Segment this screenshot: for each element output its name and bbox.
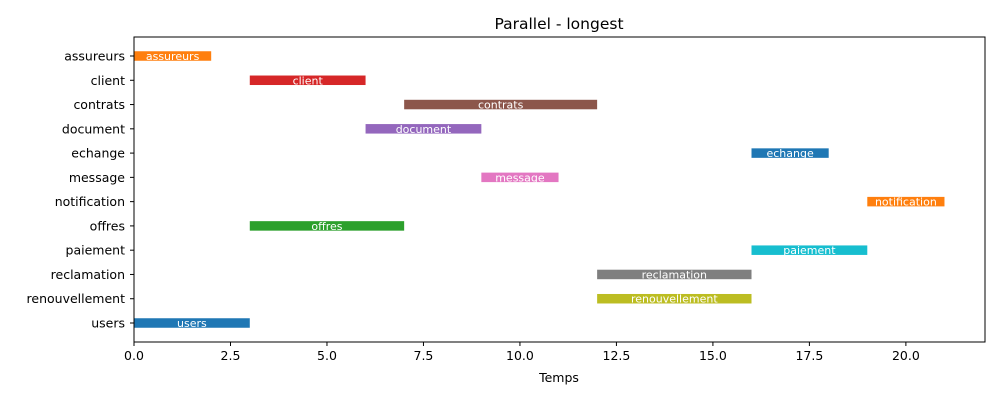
y-tick-label-users: users <box>91 316 125 331</box>
bar-labels-layer: assureurs client contrats document echange me… <box>146 50 937 330</box>
bar-label-paiement: paiement <box>783 244 836 257</box>
bar-label-document: document <box>396 123 452 136</box>
bar-contrats <box>404 99 598 110</box>
bar-label-client: client <box>293 74 324 87</box>
bar-label-contrats: contrats <box>478 99 524 112</box>
y-axis: assureurs client contrats document echange me… <box>27 49 134 331</box>
y-tick-label-contrats: contrats <box>73 97 125 112</box>
x-tick-label: 2.5 <box>221 348 241 363</box>
x-tick-label: 12.5 <box>603 348 631 363</box>
bar-label-offres: offres <box>311 220 342 233</box>
y-tick-label-reclamation: reclamation <box>51 267 125 282</box>
x-tick-label: 20.0 <box>892 348 920 363</box>
bar-label-users: users <box>177 317 207 330</box>
y-tick-label-paiement: paiement <box>66 243 126 258</box>
bar-document <box>365 124 482 134</box>
bar-assureurs <box>134 51 212 61</box>
bar-client <box>249 75 366 86</box>
x-axis-label: Temps <box>538 370 579 385</box>
bar-label-notification: notification <box>875 196 937 209</box>
bar-offres <box>249 221 405 231</box>
bar-label-renouvellement: renouvellement <box>631 293 718 306</box>
chart-title: Parallel - longest <box>494 15 623 33</box>
plot-frame <box>133 36 986 343</box>
y-tick-label-notification: notification <box>55 194 125 209</box>
x-axis: 0.0 2.5 5.0 7.5 10.0 12.5 15.0 17.5 20.0 <box>124 342 920 363</box>
bar-renouvellement <box>597 293 752 304</box>
bars-layer <box>134 51 945 328</box>
y-tick-label-document: document <box>62 121 125 136</box>
y-tick-label-client: client <box>91 73 125 88</box>
bar-message <box>481 172 559 183</box>
x-tick-label: 10.0 <box>506 348 534 363</box>
x-tick-label: 15.0 <box>699 348 727 363</box>
bar-echange <box>751 148 829 158</box>
bar-label-reclamation: reclamation <box>642 268 707 281</box>
x-tick-label: 7.5 <box>414 348 434 363</box>
bar-label-message: message <box>495 171 545 184</box>
y-tick-label-assureurs: assureurs <box>64 49 125 64</box>
bar-notification <box>867 196 945 207</box>
y-tick-label-message: message <box>69 170 125 185</box>
bar-paiement <box>751 245 868 255</box>
x-tick-label: 17.5 <box>795 348 823 363</box>
bar-users <box>134 318 250 328</box>
y-tick-label-echange: echange <box>71 146 125 161</box>
x-tick-label: 5.0 <box>317 348 337 363</box>
y-tick-label-offres: offres <box>90 218 125 233</box>
y-tick-label-renouvellement: renouvellement <box>27 291 126 306</box>
x-tick-label: 0.0 <box>124 348 144 363</box>
bar-label-assureurs: assureurs <box>146 50 200 63</box>
bar-reclamation <box>597 269 752 280</box>
bar-label-echange: echange <box>766 147 813 160</box>
